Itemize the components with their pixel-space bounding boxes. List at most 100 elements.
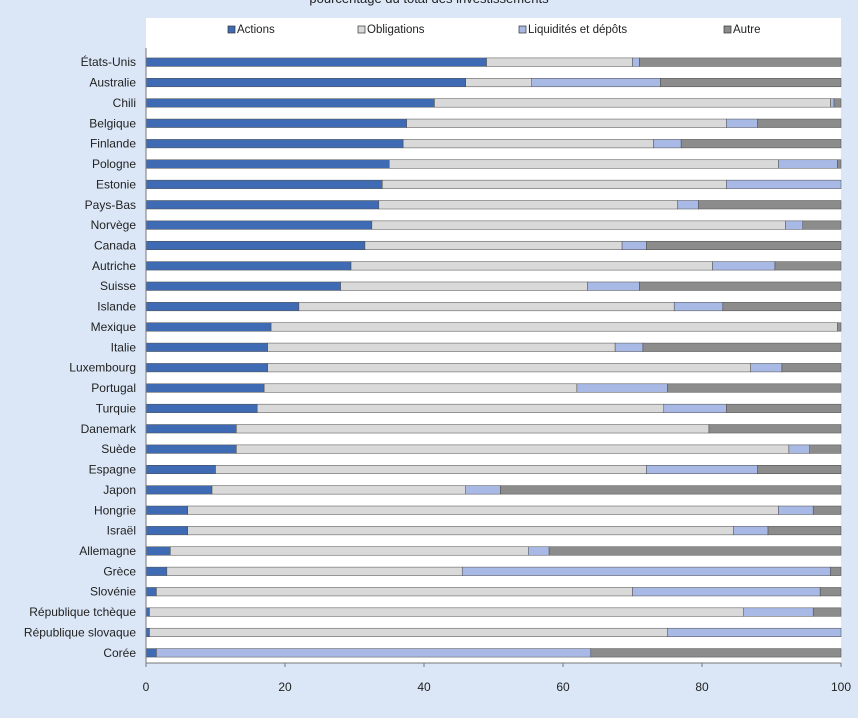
- x-tick-label: 40: [417, 680, 431, 694]
- bar-autre-slovenie: [819, 587, 842, 597]
- bar-autre-coree: [590, 648, 842, 658]
- bar-obligations-grece: [166, 566, 463, 576]
- bar-obligations-slovenie: [156, 587, 633, 597]
- bar-liquidites-et-depots-pologne: [778, 159, 838, 169]
- bar-actions-luxembourg: [145, 363, 268, 373]
- category-label: Belgique: [89, 116, 136, 130]
- bar-autre-danemark: [708, 424, 842, 434]
- bar-actions-mexique: [145, 322, 272, 332]
- bar-obligations-turquie: [256, 403, 665, 413]
- bar-actions-norvege: [145, 220, 373, 230]
- bar-liquidites-et-depots-islande: [673, 302, 724, 312]
- bar-liquidites-et-depots-israel: [733, 526, 769, 536]
- bar-liquidites-et-depots-pays-bas: [677, 200, 699, 210]
- bar-obligations-luxembourg: [267, 363, 751, 373]
- bar-autre-allemagne: [548, 546, 842, 556]
- bar-actions-suede: [145, 444, 237, 454]
- bar-actions-italie: [145, 342, 268, 352]
- bar-actions-republique-slovaque: [145, 627, 150, 637]
- bar-obligations-finlande: [402, 139, 654, 149]
- bar-liquidites-et-depots-espagne: [646, 465, 758, 475]
- bar-actions-pays-bas: [145, 200, 380, 210]
- category-label: Slovénie: [90, 585, 136, 599]
- bar-autre-japon: [500, 485, 842, 495]
- bar-liquidites-et-depots-finlande: [653, 139, 682, 149]
- bar-liquidites-et-depots-turquie: [663, 403, 727, 413]
- bar-liquidites-et-depots-etats-unis: [632, 57, 640, 67]
- bar-autre-chili: [833, 98, 842, 108]
- bar-actions-etats-unis: [145, 57, 487, 67]
- bar-obligations-pologne: [389, 159, 779, 169]
- category-label: Suède: [101, 442, 136, 456]
- bar-liquidites-et-depots-grece: [461, 566, 831, 576]
- category-label: Israël: [107, 524, 136, 538]
- bar-actions-hongrie: [145, 505, 188, 515]
- bar-obligations-japon: [211, 485, 466, 495]
- bar-autre-israel: [767, 526, 842, 536]
- bar-obligations-pays-bas: [378, 200, 678, 210]
- bar-obligations-canada: [364, 240, 623, 250]
- bar-actions-autriche: [145, 261, 352, 271]
- legend-swatch-obligations: [357, 25, 366, 34]
- bar-autre-islande: [722, 302, 842, 312]
- bar-obligations-autriche: [350, 261, 713, 271]
- bar-liquidites-et-depots-belgique: [726, 118, 758, 128]
- bar-obligations-australie: [465, 78, 532, 88]
- bar-autre-hongrie: [812, 505, 842, 515]
- legend-label-liquidites-et-depots: Liquidités et dépôts: [528, 24, 627, 36]
- category-label: Australie: [89, 76, 136, 90]
- bar-actions-chili: [145, 98, 435, 108]
- bar-autre-etats-unis: [639, 57, 842, 67]
- bar-obligations-italie: [267, 342, 616, 352]
- bar-actions-pologne: [145, 159, 390, 169]
- category-label: Finlande: [90, 137, 136, 151]
- bar-obligations-estonie: [382, 179, 727, 189]
- bar-liquidites-et-depots-hongrie: [778, 505, 814, 515]
- bar-actions-canada: [145, 240, 366, 250]
- bar-liquidites-et-depots-suede: [788, 444, 810, 454]
- category-label: États-Unis: [81, 54, 136, 69]
- x-tick-label: 20: [278, 680, 292, 694]
- bar-autre-australie: [660, 78, 842, 88]
- category-label: République tchèque: [29, 605, 136, 619]
- bar-actions-portugal: [145, 383, 265, 393]
- bar-actions-islande: [145, 302, 300, 312]
- category-label: Grèce: [103, 564, 136, 578]
- x-tick-label: 100: [831, 680, 851, 694]
- legend-swatch-liquidites-et-depots: [518, 25, 527, 34]
- bar-actions-japon: [145, 485, 213, 495]
- bar-autre-luxembourg: [781, 363, 842, 373]
- bar-liquidites-et-depots-japon: [465, 485, 501, 495]
- bar-liquidites-et-depots-norvege: [785, 220, 804, 230]
- category-label: Hongrie: [94, 503, 136, 517]
- category-label: Islande: [97, 300, 136, 314]
- bar-actions-turquie: [145, 403, 258, 413]
- bar-obligations-islande: [298, 302, 675, 312]
- bar-liquidites-et-depots-portugal: [576, 383, 668, 393]
- bar-obligations-belgique: [406, 118, 727, 128]
- legend-label-actions: Actions: [237, 24, 275, 36]
- bar-autre-mexique: [837, 322, 842, 332]
- chart-title: pourcentage du total des investissements: [309, 0, 549, 6]
- legend-swatch-actions: [227, 25, 236, 34]
- category-label: Pologne: [92, 157, 136, 171]
- category-label: Mexique: [91, 320, 137, 334]
- bar-liquidites-et-depots-coree: [156, 648, 592, 658]
- bar-actions-australie: [145, 78, 466, 88]
- category-label: Portugal: [91, 381, 136, 395]
- bar-liquidites-et-depots-australie: [531, 78, 661, 88]
- bar-autre-finlande: [680, 139, 842, 149]
- category-label: Espagne: [89, 463, 137, 477]
- bar-actions-allemagne: [145, 546, 171, 556]
- legend-label-autre: Autre: [733, 24, 761, 36]
- bar-obligations-republique-tcheque: [149, 607, 744, 617]
- bar-autre-espagne: [757, 465, 842, 475]
- category-label: Chili: [113, 96, 136, 110]
- bar-actions-republique-tcheque: [145, 607, 150, 617]
- bar-liquidites-et-depots-allemagne: [528, 546, 550, 556]
- bar-obligations-norvege: [371, 220, 786, 230]
- bar-obligations-hongrie: [187, 505, 779, 515]
- bar-obligations-portugal: [263, 383, 578, 393]
